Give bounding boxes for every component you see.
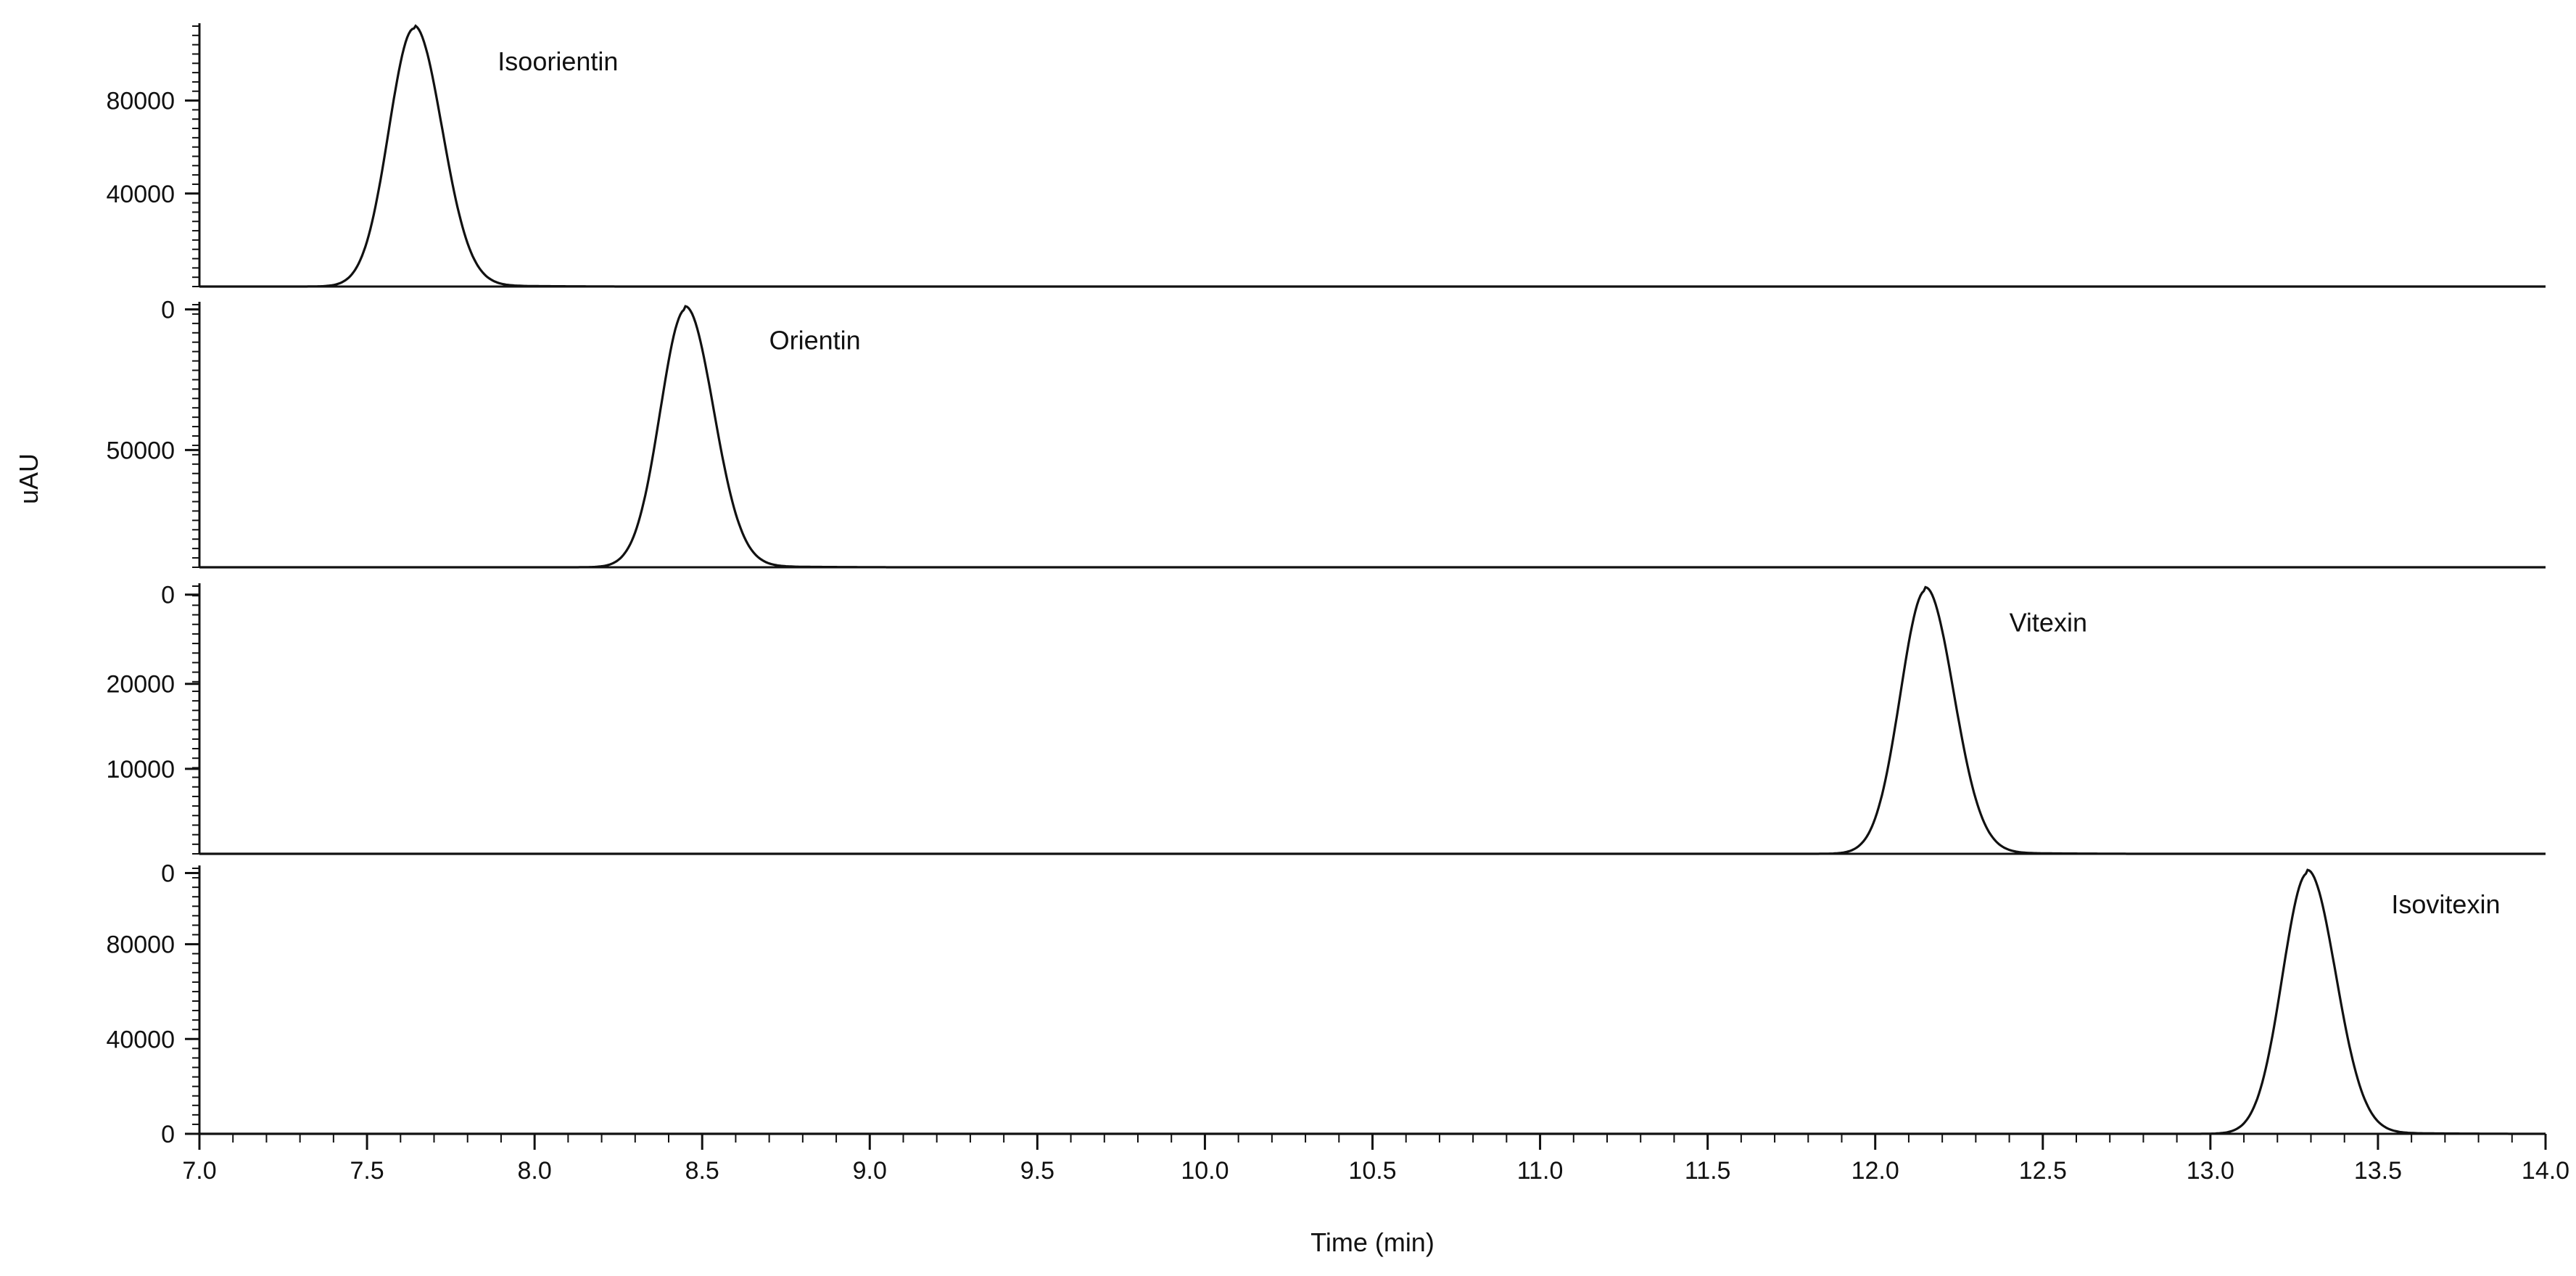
x-tick-label: 10.0 bbox=[1181, 1157, 1229, 1185]
x-axis: 7.0 7.5 8.0 8.5 9.0 9.5 10.0 10.5 11.0 11.5 12.0 12… bbox=[182, 1132, 2569, 1185]
y-tick-label: 0 bbox=[161, 860, 175, 888]
x-tick-label: 13.5 bbox=[2354, 1157, 2402, 1185]
x-tick-label: 12.0 bbox=[1852, 1157, 1899, 1185]
x-tick-label: 7.5 bbox=[350, 1157, 384, 1185]
x-tick-label: 14.0 bbox=[2522, 1157, 2569, 1185]
x-axis-title: Time (min) bbox=[1310, 1227, 1434, 1257]
x-tick-label: 8.5 bbox=[685, 1157, 719, 1185]
panel-3: 10000 20000 0 Vitexin bbox=[106, 582, 2546, 855]
x-tick-label: 11.0 bbox=[1517, 1157, 1564, 1185]
y-tick-label: 80000 bbox=[106, 88, 175, 115]
x-tick-label: 9.5 bbox=[1020, 1157, 1054, 1185]
x-tick-label: 7.0 bbox=[182, 1157, 216, 1185]
y-tick-label: 50000 bbox=[106, 437, 175, 464]
y-tick-label: 80000 bbox=[106, 931, 175, 959]
x-tick-label: 8.0 bbox=[518, 1157, 552, 1185]
x-tick-label: 12.5 bbox=[2019, 1157, 2067, 1185]
y-tick-label: 20000 bbox=[106, 671, 175, 699]
y-tick-label: 0 bbox=[161, 582, 175, 609]
y-axis-title: uAU bbox=[14, 453, 44, 504]
y-tick-label: 10000 bbox=[106, 756, 175, 783]
peak-label: Orientin bbox=[769, 326, 861, 355]
panel-1: 40000 80000 Isoorientin bbox=[106, 23, 2546, 288]
x-tick-label: 10.5 bbox=[1348, 1157, 1396, 1185]
y-tick-label: 40000 bbox=[106, 1026, 175, 1053]
y-tick-label: 0 bbox=[161, 296, 175, 324]
chromatogram-trace bbox=[199, 585, 2546, 855]
x-tick-label: 11.5 bbox=[1685, 1157, 1731, 1185]
peak-label: Vitexin bbox=[2010, 608, 2087, 638]
chromatogram-trace bbox=[199, 24, 2546, 288]
chromatogram-trace bbox=[199, 305, 2546, 569]
peak-label: Isoorientin bbox=[498, 46, 618, 76]
x-tick-label: 9.0 bbox=[853, 1157, 887, 1185]
peak-label: Isovitexin bbox=[2391, 889, 2500, 919]
x-tick-label: 13.0 bbox=[2187, 1157, 2234, 1185]
y-tick-label: 0 bbox=[161, 1121, 175, 1148]
y-tick-label: 40000 bbox=[106, 181, 175, 208]
panel-2: 50000 0 Orientin bbox=[106, 296, 2546, 569]
